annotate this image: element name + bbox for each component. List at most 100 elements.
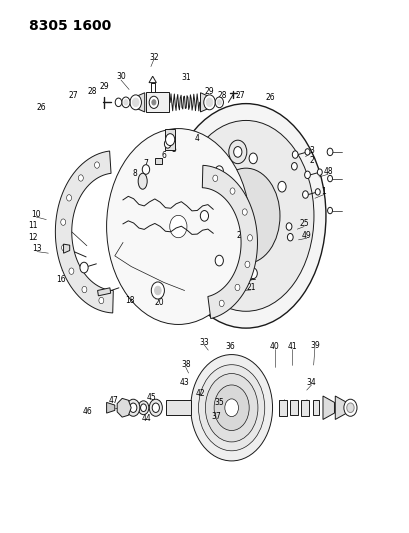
Circle shape [302,191,308,198]
Ellipse shape [138,173,147,189]
Circle shape [234,284,239,290]
Circle shape [326,148,332,156]
Circle shape [99,297,103,304]
Polygon shape [202,165,257,319]
Text: 14: 14 [85,287,95,296]
Text: 24: 24 [240,243,250,251]
Circle shape [304,149,309,155]
Text: 42: 42 [196,389,205,398]
Ellipse shape [213,385,249,431]
Bar [312,400,318,415]
Ellipse shape [178,120,313,311]
Text: 7: 7 [143,159,148,168]
Circle shape [249,153,257,164]
Circle shape [164,140,171,148]
Text: 37: 37 [211,413,220,421]
Circle shape [249,268,257,279]
Circle shape [233,147,241,157]
Circle shape [215,166,223,176]
Polygon shape [55,151,113,313]
Text: 18: 18 [125,296,135,305]
Text: 30: 30 [116,72,126,81]
Ellipse shape [224,399,238,417]
Circle shape [217,100,221,105]
Circle shape [327,175,332,182]
Circle shape [315,189,319,195]
Circle shape [152,403,159,413]
Text: 46: 46 [82,407,92,416]
Circle shape [61,219,65,225]
Circle shape [244,261,249,268]
Text: 48: 48 [322,167,332,176]
Circle shape [149,96,158,108]
Polygon shape [200,93,207,112]
Circle shape [291,163,297,170]
Bar [155,158,161,164]
Text: 41: 41 [287,342,297,351]
Text: 31: 31 [181,73,191,82]
Circle shape [130,95,141,110]
Circle shape [200,211,208,221]
Text: 33: 33 [199,338,209,346]
Ellipse shape [106,128,249,325]
Ellipse shape [205,374,257,442]
Circle shape [129,403,137,413]
Polygon shape [97,288,110,296]
Circle shape [228,140,246,164]
Text: 16: 16 [56,275,65,284]
Bar [145,92,169,112]
Text: 28: 28 [217,92,227,100]
Text: 49: 49 [301,231,311,240]
Circle shape [242,209,247,215]
Circle shape [247,235,252,241]
Text: 39: 39 [309,341,319,350]
Ellipse shape [190,354,272,461]
Text: 23: 23 [240,253,249,261]
Circle shape [215,255,223,266]
Circle shape [317,169,321,175]
Circle shape [206,98,212,107]
Circle shape [212,175,217,182]
Bar [166,400,190,415]
Circle shape [149,399,162,416]
Circle shape [138,401,148,415]
Text: 21: 21 [245,283,255,292]
Circle shape [346,403,353,413]
Circle shape [203,95,215,110]
Circle shape [165,134,174,146]
Polygon shape [106,402,115,413]
Circle shape [94,162,99,168]
Bar [278,400,286,416]
Circle shape [219,300,224,306]
Circle shape [115,98,121,107]
Bar [290,400,297,415]
Circle shape [124,100,128,105]
Text: 34: 34 [306,378,316,386]
Bar [301,400,309,416]
Text: 43: 43 [179,378,189,386]
Text: 27: 27 [69,92,79,100]
Text: 10: 10 [31,210,41,219]
Circle shape [142,165,149,174]
Text: 26: 26 [265,93,275,102]
Text: 40: 40 [269,342,279,351]
Text: 28: 28 [87,87,97,95]
Circle shape [277,181,285,192]
Circle shape [169,215,187,238]
Circle shape [66,195,71,201]
Text: 32: 32 [148,53,158,61]
Text: 20: 20 [154,298,164,306]
Text: 9: 9 [61,197,66,206]
Polygon shape [322,396,334,419]
Bar [164,129,175,150]
Text: 22: 22 [247,273,256,281]
Circle shape [287,233,292,241]
Text: 6: 6 [161,151,166,160]
Text: 13: 13 [32,245,42,253]
Circle shape [285,223,291,230]
Text: 45: 45 [146,393,156,401]
Circle shape [215,97,223,108]
Text: 8: 8 [133,169,137,177]
Circle shape [229,188,234,194]
Text: 3: 3 [308,146,313,155]
